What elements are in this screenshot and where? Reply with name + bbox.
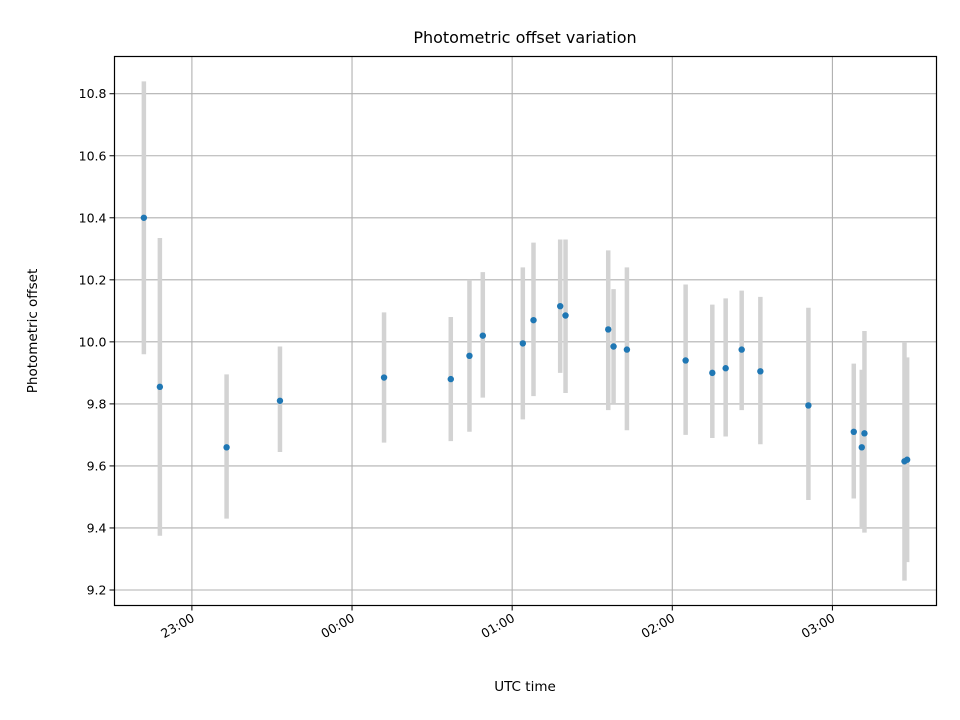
y-tick-label: 10.2 xyxy=(79,272,107,287)
data-point xyxy=(479,332,486,339)
data-point xyxy=(861,430,868,437)
plot-frame xyxy=(113,55,938,607)
data-point xyxy=(447,375,454,383)
data-point xyxy=(623,346,631,353)
grid-layer xyxy=(114,56,937,606)
data-point xyxy=(757,368,764,375)
data-point xyxy=(530,316,537,324)
y-tick-label: 10.6 xyxy=(79,148,107,163)
data-point xyxy=(610,343,617,350)
y-tick-label: 9.2 xyxy=(87,582,107,597)
data-point xyxy=(858,444,865,451)
data-point xyxy=(156,383,164,391)
data-point xyxy=(709,369,716,377)
data-point xyxy=(738,346,745,353)
data-point xyxy=(722,365,729,372)
chart-title: Photometric offset variation xyxy=(413,28,636,47)
point-layer xyxy=(140,214,911,465)
x-tick-label: 01:00 xyxy=(478,610,517,641)
x-axis-label: UTC time xyxy=(494,679,556,695)
data-point xyxy=(466,352,473,360)
y-tick-label: 9.8 xyxy=(87,396,107,411)
data-point xyxy=(276,397,284,404)
data-point xyxy=(903,456,911,463)
y-tick-label: 9.4 xyxy=(87,520,107,535)
y-tick-label: 10.0 xyxy=(79,334,107,349)
x-tick-label: 00:00 xyxy=(318,610,357,641)
y-tick-label: 10.4 xyxy=(79,210,107,225)
y-axis-label: Photometric offset xyxy=(25,269,41,393)
data-point xyxy=(805,402,812,409)
data-point xyxy=(556,302,564,310)
y-tick-label: 9.6 xyxy=(87,458,107,473)
x-tick-label: 03:00 xyxy=(799,610,838,641)
x-tick-label: 23:00 xyxy=(158,610,197,641)
data-point xyxy=(519,340,527,347)
y-tick-label: 10.8 xyxy=(79,86,107,101)
x-tick-label: 02:00 xyxy=(639,610,678,641)
data-point xyxy=(380,374,388,381)
data-point xyxy=(605,326,612,333)
data-point xyxy=(140,214,148,221)
data-point xyxy=(850,428,857,436)
y-tick-layer: 9.2 9.4 9.6 9.8 10.0 10.2 10.4 10.6 10.8 xyxy=(79,86,115,597)
data-point xyxy=(223,444,230,451)
x-tick-layer: 23:00 00:00 01:00 02:00 03:00 xyxy=(158,605,838,641)
data-point xyxy=(562,312,569,319)
data-point xyxy=(682,357,689,364)
